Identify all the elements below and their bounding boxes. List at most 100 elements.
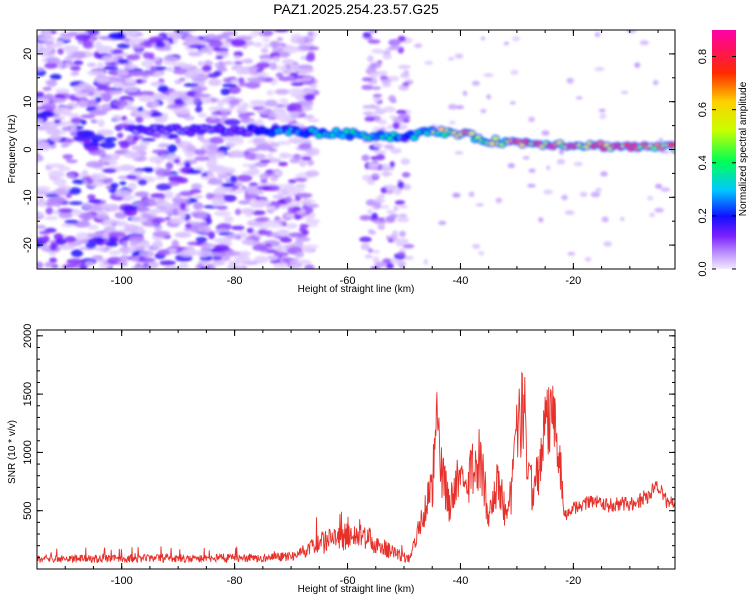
noise-blob: [37, 224, 47, 230]
noise-blob: [94, 41, 103, 50]
snr-frame: [36, 329, 676, 570]
noise-blob: [398, 64, 411, 70]
noise-blob: [37, 212, 44, 218]
noise-blob: [46, 44, 53, 53]
noise-blob: [235, 266, 244, 269]
noise-blob: [228, 99, 240, 106]
noise-blob: [214, 210, 231, 217]
ridge-core: [468, 131, 475, 136]
snr-axes: -100 -80 -60 -40 -20 500 1000 1500 2000: [22, 324, 675, 587]
noise-blob: [168, 248, 177, 253]
noise-blob: [211, 260, 226, 266]
noise-blob: [136, 206, 148, 213]
noise-blob: [87, 224, 99, 230]
noise-blob: [78, 99, 89, 108]
noise-blob: [124, 87, 139, 93]
noise-blob: [290, 122, 305, 128]
noise-blob: [131, 43, 144, 50]
noise-blob: [388, 45, 401, 51]
noise-blob: [193, 149, 208, 156]
noise-blob: [448, 57, 455, 61]
noise-blob: [162, 95, 172, 101]
noise-blob: [654, 207, 664, 213]
noise-blob: [175, 177, 189, 184]
noise-blob: [400, 158, 411, 166]
noise-blob: [257, 76, 266, 81]
noise-blob: [576, 96, 583, 100]
noise-blob: [301, 204, 309, 211]
noise-blob: [283, 46, 300, 54]
noise-blob: [177, 111, 191, 116]
noise-blob: [115, 189, 132, 197]
noise-blob: [204, 149, 218, 156]
noise-blob: [155, 60, 163, 66]
noise-blob: [243, 58, 254, 64]
noise-blob: [156, 183, 172, 191]
noise-blob: [166, 153, 177, 161]
noise-blob: [390, 39, 402, 46]
noise-blob: [55, 94, 66, 99]
noise-blob: [74, 33, 91, 42]
noise-blob: [159, 154, 168, 160]
noise-blob: [382, 54, 392, 60]
noise-blob: [184, 115, 195, 121]
noise-blob: [99, 204, 113, 209]
noise-blob: [108, 32, 126, 40]
noise-blob: [658, 137, 664, 142]
noise-blob: [227, 264, 236, 269]
noise-blob: [260, 222, 268, 229]
noise-blob: [144, 168, 154, 173]
noise-blob: [38, 196, 45, 203]
noise-blob: [424, 60, 434, 65]
noise-blob: [256, 61, 271, 69]
noise-blob: [277, 262, 288, 269]
noise-blob: [73, 60, 84, 66]
noise-blob: [49, 243, 58, 251]
x-tick-label: -80: [227, 275, 243, 287]
noise-blob: [256, 143, 273, 151]
noise-blob: [37, 112, 52, 118]
noise-blob: [134, 246, 146, 251]
noise-blob: [244, 152, 257, 160]
noise-blob: [375, 153, 386, 161]
noise-blob: [367, 163, 379, 168]
noise-blob: [102, 66, 119, 70]
noise-blob: [287, 257, 294, 262]
noise-blob: [307, 221, 318, 228]
noise-blob: [289, 158, 300, 164]
noise-blob: [141, 60, 154, 68]
noise-blob: [118, 123, 130, 128]
ridge-core: [597, 141, 604, 146]
noise-blob: [64, 235, 77, 243]
noise-blob: [598, 108, 606, 113]
noise-blob: [142, 51, 151, 59]
noise-blob: [144, 111, 153, 115]
noise-blob: [449, 120, 456, 125]
noise-blob: [174, 137, 181, 145]
noise-blob: [37, 91, 45, 97]
noise-blob: [49, 196, 66, 203]
noise-blob: [274, 170, 283, 176]
noise-blob: [68, 187, 82, 195]
noise-blob: [108, 250, 120, 256]
noise-blob: [96, 148, 106, 157]
noise-blob: [262, 186, 271, 191]
noise-blob: [129, 170, 143, 176]
noise-blob: [64, 62, 72, 68]
noise-blob: [96, 77, 110, 83]
colorbar: 0.0 0.2 0.4 0.6 0.8 Normalized spectral ampl…: [697, 30, 749, 277]
noise-blob: [117, 247, 135, 254]
noise-blob: [181, 94, 189, 102]
noise-blob: [138, 94, 153, 103]
noise-blob: [127, 182, 137, 191]
noise-blob: [69, 124, 77, 132]
noise-blob: [655, 183, 663, 189]
noise-blob: [192, 202, 204, 210]
noise-blob: [117, 260, 128, 266]
y-tick-label: 1000: [22, 440, 34, 464]
noise-blob: [228, 104, 236, 109]
noise-blob: [37, 118, 44, 123]
noise-blob: [361, 154, 370, 162]
noise-blob: [112, 81, 124, 89]
